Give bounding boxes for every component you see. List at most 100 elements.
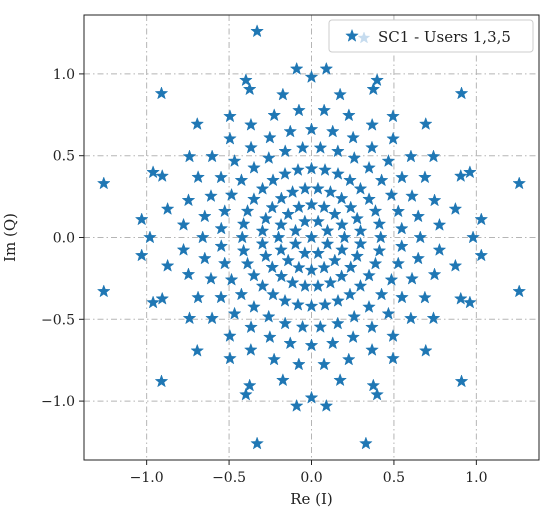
data-point-star-icon xyxy=(236,243,251,257)
x-axis: −1.0 −0.5 0.0 0.5 1.0 xyxy=(130,460,487,486)
data-point-star-icon xyxy=(304,338,319,352)
grid xyxy=(84,15,539,460)
y-tick-label: −1.0 xyxy=(41,394,75,410)
data-point-star-icon xyxy=(353,236,368,250)
data-point-star-icon xyxy=(335,217,349,231)
data-point-star-icon xyxy=(134,248,149,262)
data-point-star-icon xyxy=(365,320,379,334)
data-point-star-icon xyxy=(512,176,527,190)
data-point-star-icon xyxy=(292,103,306,117)
data-point-star-icon xyxy=(418,170,432,184)
data-point-star-icon xyxy=(288,236,303,250)
data-point-star-icon xyxy=(418,343,433,357)
data-point-star-icon xyxy=(311,278,325,293)
data-point-star-icon xyxy=(370,387,384,401)
data-point-star-icon xyxy=(323,184,338,198)
data-point-star-icon xyxy=(413,230,428,244)
data-point-star-icon xyxy=(341,352,356,366)
data-point-star-icon xyxy=(96,176,111,190)
data-point-star-icon xyxy=(366,378,381,392)
data-point-star-icon xyxy=(247,160,261,174)
data-point-star-icon xyxy=(244,140,258,154)
data-point-star-icon xyxy=(353,278,368,292)
data-point-star-icon xyxy=(274,269,289,283)
data-point-star-icon xyxy=(346,330,361,344)
data-point-star-icon xyxy=(265,200,280,214)
data-point-star-icon xyxy=(239,387,253,401)
data-point-star-icon xyxy=(258,211,273,225)
data-point-star-icon xyxy=(386,109,400,123)
data-point-star-icon xyxy=(317,260,331,274)
data-point-star-icon xyxy=(335,242,349,256)
data-point-star-icon xyxy=(304,262,319,277)
data-point-star-icon xyxy=(262,130,277,144)
data-point-star-icon xyxy=(331,293,345,307)
data-point-star-icon xyxy=(278,166,292,180)
data-point-star-icon xyxy=(223,351,237,365)
data-point-star-icon xyxy=(155,291,170,305)
data-point-star-icon xyxy=(386,351,400,365)
data-point-star-icon xyxy=(331,166,345,180)
data-point-star-icon xyxy=(365,342,379,356)
data-point-star-icon xyxy=(285,184,300,198)
data-point-star-icon xyxy=(333,373,347,387)
data-point-star-icon xyxy=(318,297,332,311)
legend-box xyxy=(328,19,534,53)
data-point-star-icon xyxy=(250,436,264,450)
data-point-star-icon xyxy=(288,223,303,237)
data-point-star-icon xyxy=(205,311,219,325)
data-point-star-icon xyxy=(395,170,409,184)
data-point-star-icon xyxy=(274,242,288,256)
data-point-star-icon xyxy=(362,268,376,282)
data-point-star-icon xyxy=(319,398,334,412)
legend-label: SC1 - Users 1,3,5 xyxy=(378,28,511,46)
data-point-star-icon xyxy=(276,87,290,101)
data-point-star-icon xyxy=(325,336,340,350)
data-point-star-icon xyxy=(227,306,242,320)
data-point-star-icon xyxy=(234,287,249,301)
data-point-star-icon xyxy=(160,258,175,272)
data-point-star-icon xyxy=(384,187,399,201)
data-point-star-icon xyxy=(374,287,389,301)
data-point-star-icon xyxy=(350,211,365,225)
data-point-star-icon xyxy=(291,162,305,176)
data-point-star-icon xyxy=(191,170,205,184)
data-point-star-icon xyxy=(197,251,212,265)
data-point-star-icon xyxy=(182,311,197,325)
data-point-star-icon xyxy=(347,309,362,323)
data-point-star-icon xyxy=(223,131,237,145)
data-point-star-icon xyxy=(155,168,170,182)
data-point-star-icon xyxy=(394,221,409,235)
data-point-star-icon xyxy=(317,200,331,214)
data-point-star-icon xyxy=(298,246,312,260)
data-point-star-icon xyxy=(343,260,358,274)
x-tick-label: 0.0 xyxy=(300,470,322,486)
data-point-star-icon xyxy=(313,140,328,154)
data-point-star-icon xyxy=(362,299,376,313)
data-point-star-icon xyxy=(318,162,332,176)
data-point-star-icon xyxy=(448,201,463,215)
data-point-star-icon xyxy=(432,217,447,231)
data-point-star-icon xyxy=(276,373,290,387)
data-point-star-icon xyxy=(160,201,175,215)
data-point-star-icon xyxy=(223,109,237,123)
data-point-star-icon xyxy=(190,343,205,357)
data-point-star-icon xyxy=(311,181,325,195)
data-point-star-icon xyxy=(368,203,383,218)
data-point-star-icon xyxy=(295,140,310,154)
data-point-star-icon xyxy=(255,278,270,292)
x-axis-label: Re (I) xyxy=(290,490,333,508)
data-point-star-icon xyxy=(395,290,409,304)
data-point-star-icon xyxy=(381,306,396,320)
legend-star-faded-icon xyxy=(357,31,371,44)
data-point-star-icon xyxy=(285,275,300,289)
data-point-star-icon xyxy=(267,108,282,122)
scatter-points xyxy=(96,24,527,450)
data-point-star-icon xyxy=(311,214,325,228)
data-point-star-icon xyxy=(261,150,276,164)
data-point-star-icon xyxy=(227,153,242,167)
data-point-star-icon xyxy=(317,357,331,371)
data-point-star-icon xyxy=(154,374,169,388)
data-point-star-icon xyxy=(243,342,258,356)
data-point-star-icon xyxy=(311,246,325,260)
